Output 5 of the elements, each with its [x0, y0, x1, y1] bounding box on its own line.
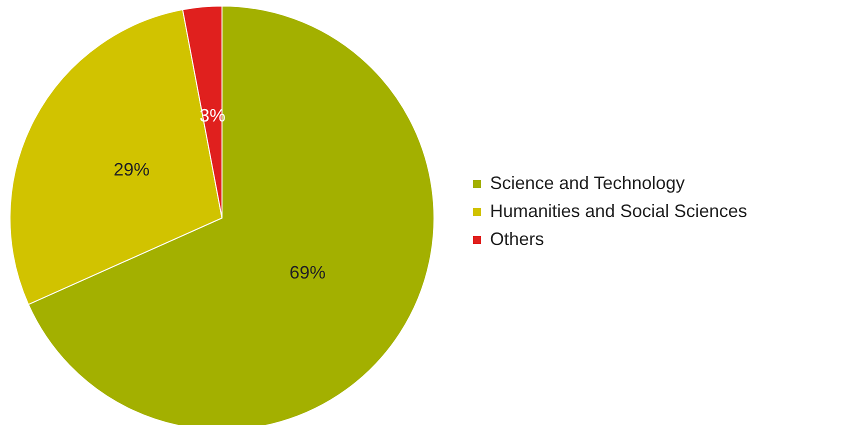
- data-label: 69%: [290, 262, 326, 283]
- legend-label: Others: [490, 229, 544, 249]
- legend-label: Science and Technology: [490, 173, 685, 193]
- data-label: 29%: [114, 160, 150, 180]
- legend-label: Humanities and Social Sciences: [490, 201, 748, 221]
